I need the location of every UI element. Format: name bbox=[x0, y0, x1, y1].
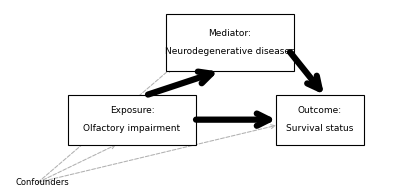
Text: Mediator:: Mediator: bbox=[208, 29, 252, 38]
Text: Survival status: Survival status bbox=[286, 124, 354, 133]
FancyBboxPatch shape bbox=[68, 95, 196, 145]
Text: Outcome:: Outcome: bbox=[298, 107, 342, 115]
Text: Exposure:: Exposure: bbox=[110, 107, 154, 115]
Text: Confounders: Confounders bbox=[16, 178, 70, 187]
FancyBboxPatch shape bbox=[166, 14, 294, 71]
Text: Olfactory impairment: Olfactory impairment bbox=[84, 124, 180, 133]
Text: Neurodegenerative diseases: Neurodegenerative diseases bbox=[165, 47, 295, 56]
FancyBboxPatch shape bbox=[276, 95, 364, 145]
